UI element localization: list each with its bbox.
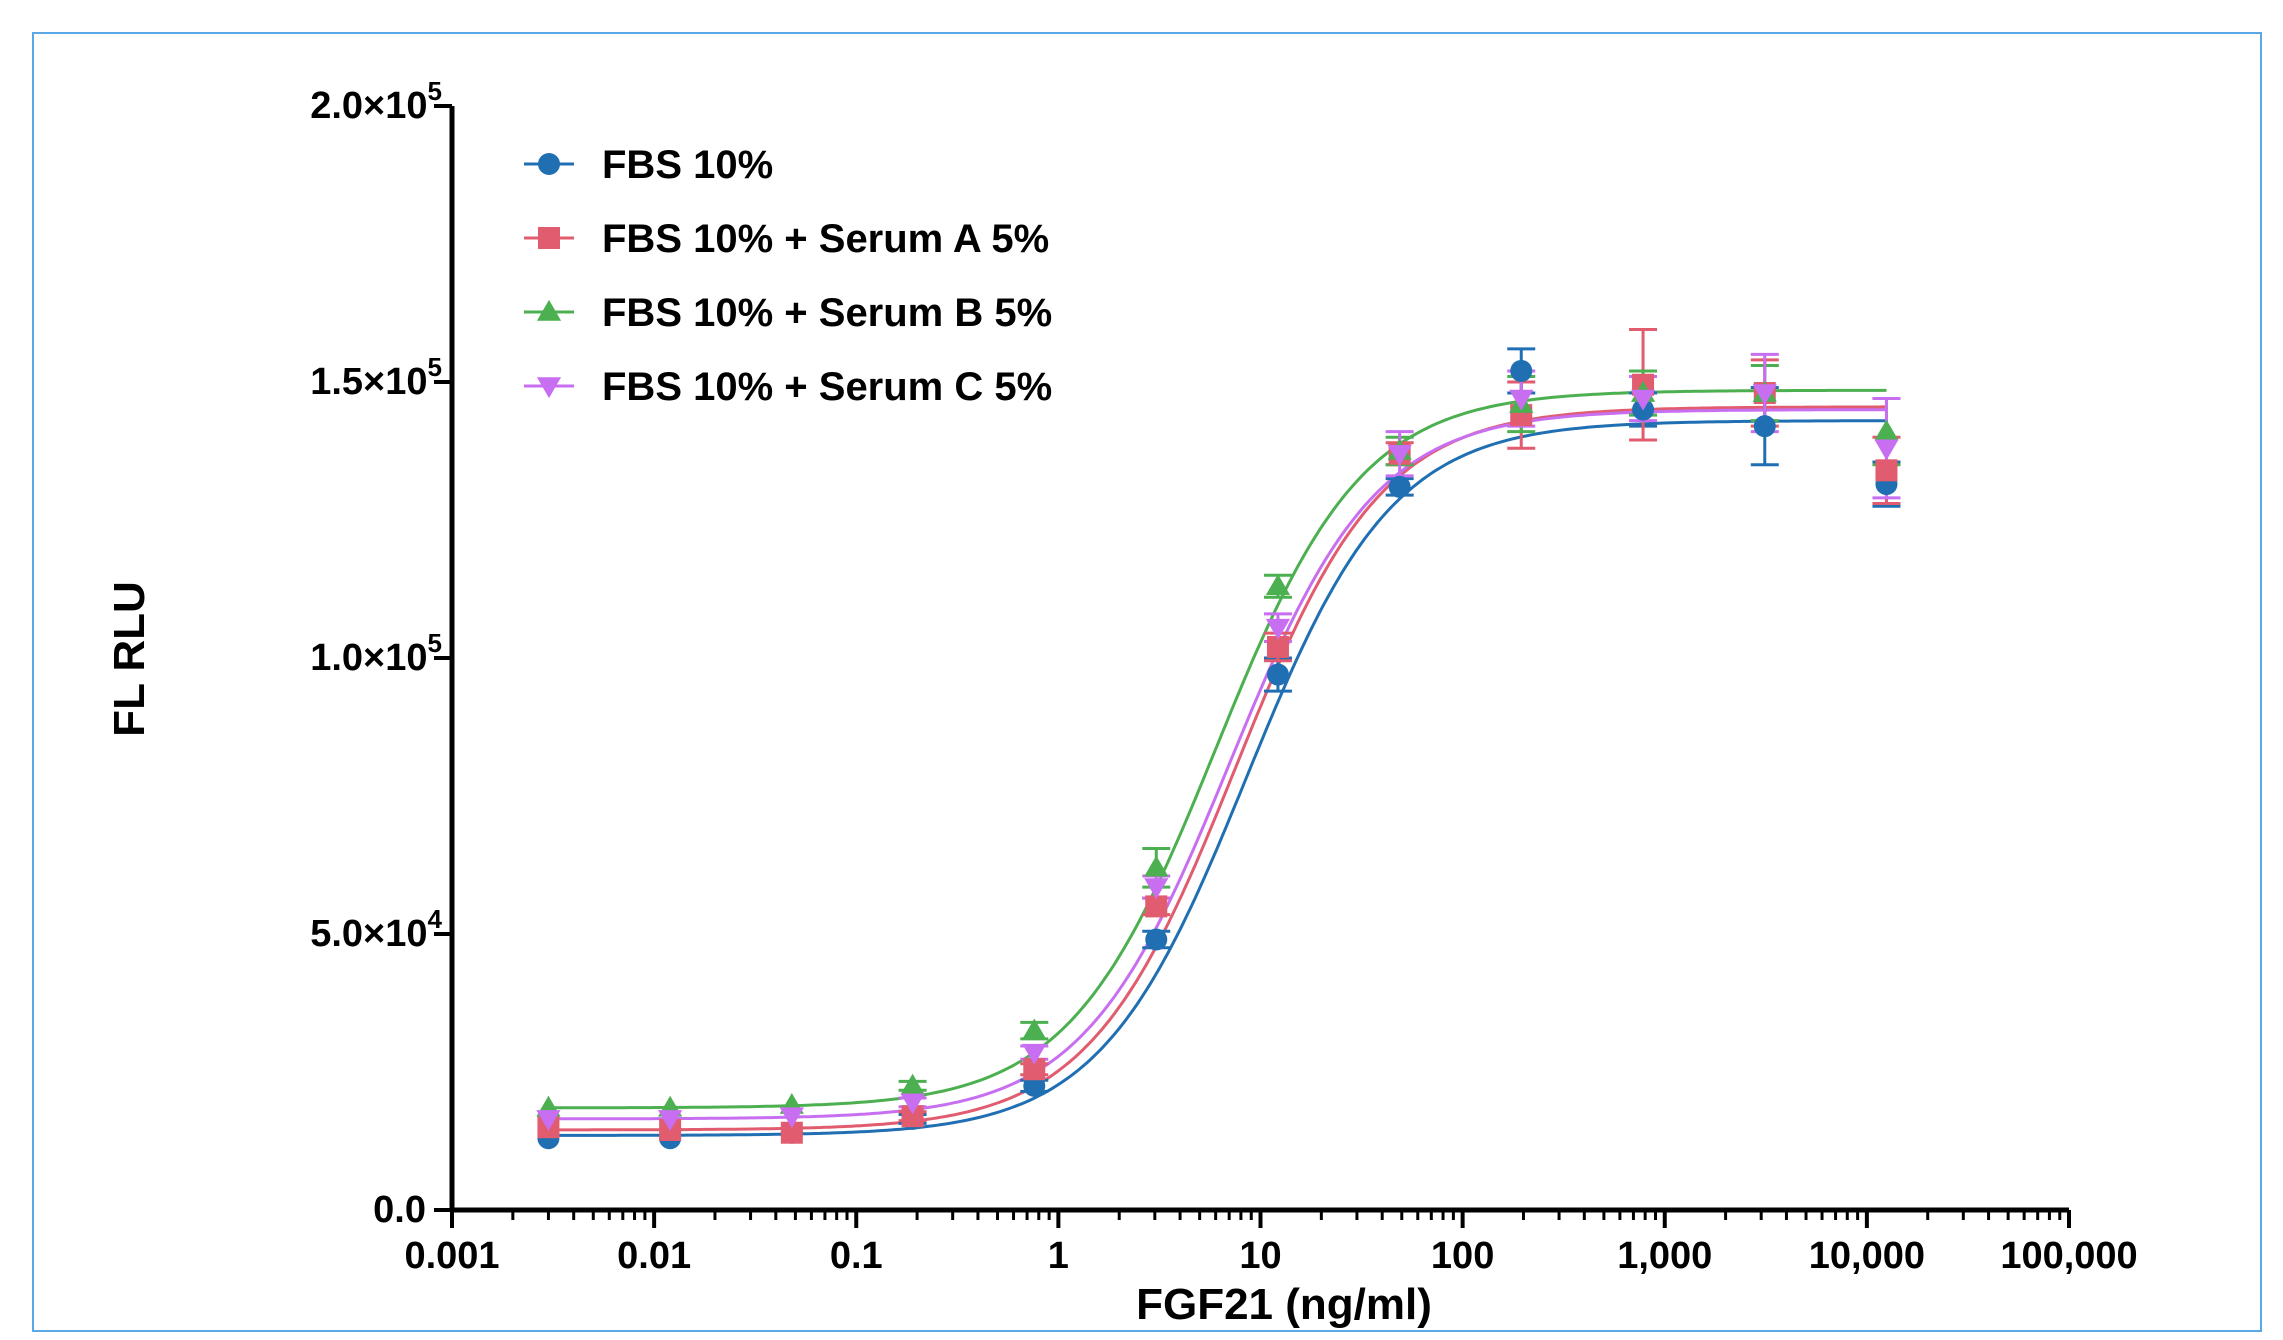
dose-response-chart: 0.0 5.0×104 1.0×105 1.5×105 2.0×105 0.001 0.01… xyxy=(105,76,2138,1329)
data-point xyxy=(900,1093,925,1115)
fit-curve xyxy=(548,388,1887,1110)
data-point xyxy=(1875,459,1898,482)
x-tick-label: 100,000 xyxy=(2000,1235,2137,1277)
data-point xyxy=(1266,635,1289,658)
legend-label: FBS 10% + Serum B 5% xyxy=(602,291,1052,335)
data-point xyxy=(1265,574,1291,596)
data-point xyxy=(1022,1018,1047,1040)
data-point xyxy=(1752,384,1777,406)
data-point xyxy=(1630,389,1656,411)
data-point xyxy=(779,1107,804,1129)
legend-marker xyxy=(536,377,562,399)
x-axis-title: FGF21 (ng/ml) xyxy=(1136,1280,1432,1329)
data-point xyxy=(1144,855,1169,877)
legend-marker xyxy=(538,227,560,249)
y-axis-title: FL RLU xyxy=(105,581,154,737)
data-point xyxy=(1874,419,1899,441)
x-tick-label: 0.01 xyxy=(617,1235,691,1277)
legend: FBS 10% FBS 10% + Serum A 5% FBS 10% + Ser… xyxy=(524,143,1052,409)
legend-label: FBS 10% + Serum A 5% xyxy=(602,217,1049,261)
y-tick-label: 1.0×105 xyxy=(310,628,442,679)
x-tick-label: 10,000 xyxy=(1809,1235,1925,1277)
data-point xyxy=(1510,359,1533,382)
y-tick-label: 2.0×105 xyxy=(310,76,442,127)
legend-marker xyxy=(536,299,562,321)
fit-curve xyxy=(548,408,1887,1121)
x-tick-label: 1 xyxy=(1048,1235,1069,1277)
data-point xyxy=(901,1105,924,1128)
data-point xyxy=(1023,1074,1046,1097)
y-tick-label: 0.0 xyxy=(373,1189,426,1231)
y-tick-label: 1.5×105 xyxy=(310,352,442,403)
x-tick-label: 0.001 xyxy=(404,1235,499,1277)
data-point xyxy=(1387,444,1412,466)
fit-curves xyxy=(548,388,1887,1137)
data-point xyxy=(658,1110,683,1132)
data-point xyxy=(1145,895,1168,918)
x-tick-label: 10 xyxy=(1239,1235,1281,1277)
x-tick-label: 1,000 xyxy=(1617,1235,1712,1277)
legend-label: FBS 10% + Serum C 5% xyxy=(602,365,1052,409)
axes: 0.0 5.0×104 1.0×105 1.5×105 2.0×105 0.001 0.01… xyxy=(310,76,2137,1277)
data-point xyxy=(1509,389,1534,411)
data-point xyxy=(1023,1058,1046,1081)
data-point xyxy=(1266,663,1289,686)
data-point xyxy=(1753,415,1776,438)
data-point xyxy=(1022,1043,1047,1065)
data-point xyxy=(536,1110,561,1132)
y-tick-label: 5.0×104 xyxy=(310,904,442,955)
data-point xyxy=(1874,439,1899,461)
data-point xyxy=(780,1121,803,1144)
data-point xyxy=(1145,928,1168,951)
legend-marker xyxy=(538,153,560,175)
fit-curve xyxy=(548,419,1887,1137)
figure-frame: 0.0 5.0×104 1.0×105 1.5×105 2.0×105 0.001 0.01… xyxy=(32,32,2262,1332)
data-point xyxy=(1265,618,1291,640)
data-point xyxy=(900,1073,925,1095)
x-tick-label: 0.1 xyxy=(830,1235,883,1277)
x-tick-label: 100 xyxy=(1431,1235,1494,1277)
fit-curve xyxy=(548,405,1887,1132)
data-points xyxy=(536,359,1899,1150)
legend-label: FBS 10% xyxy=(602,143,773,187)
data-point xyxy=(1144,878,1169,900)
data-point xyxy=(1388,475,1411,498)
